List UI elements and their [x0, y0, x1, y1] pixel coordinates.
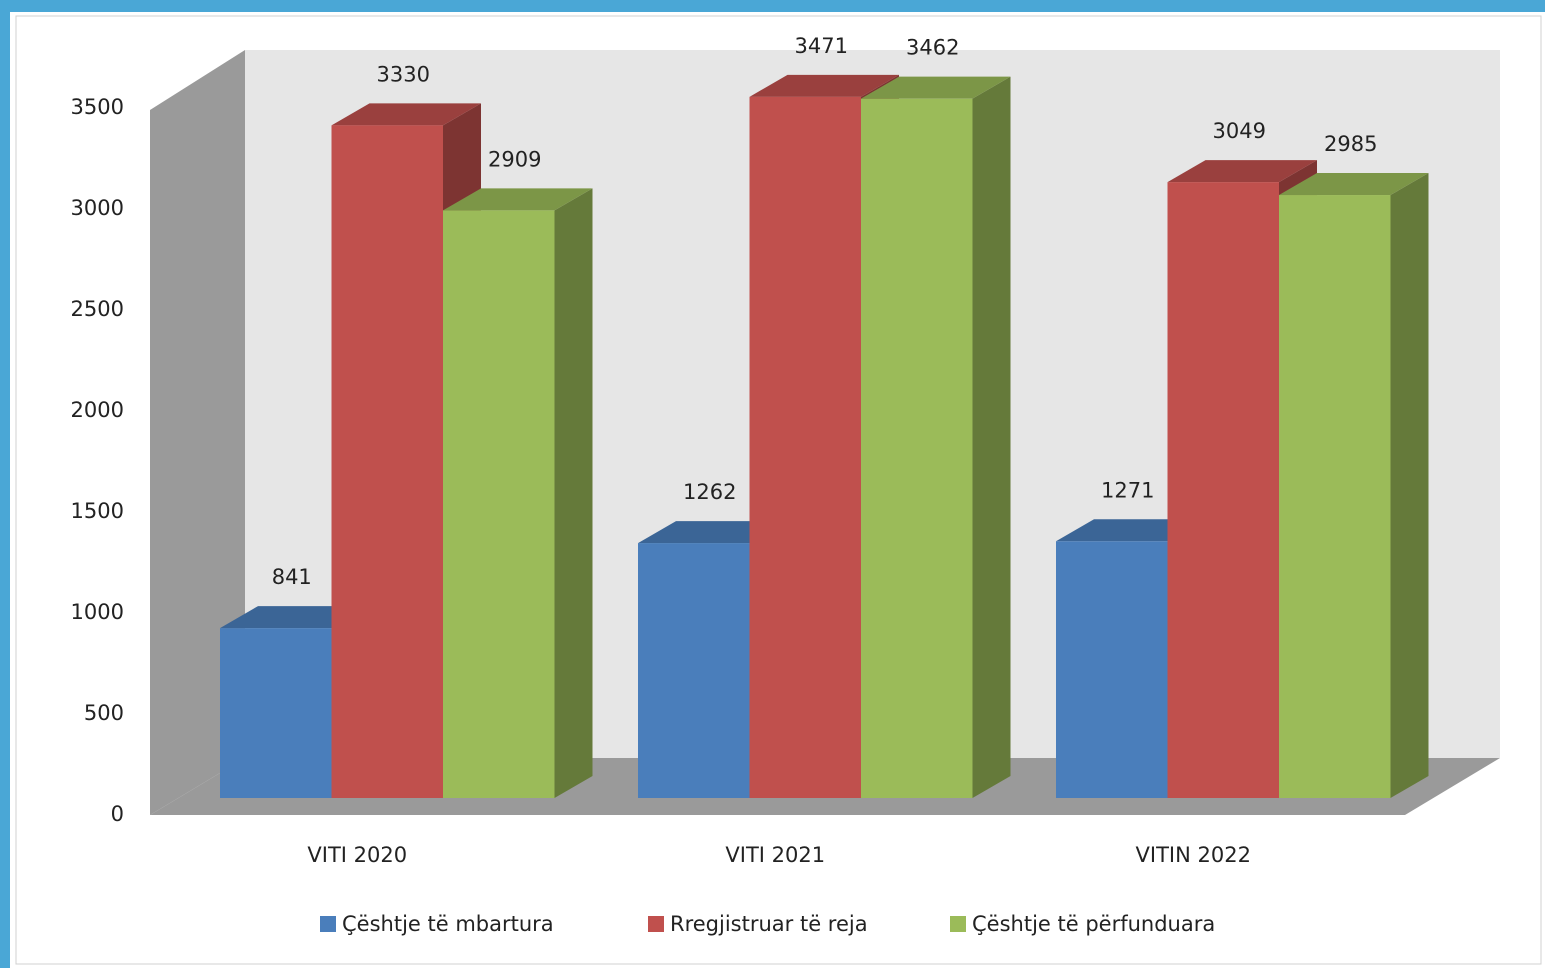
- bar: [1167, 182, 1279, 799]
- data-label: 3462: [906, 36, 959, 60]
- bar: [749, 96, 861, 798]
- bar-top: [331, 103, 481, 126]
- x-tick-label: VITI 2020: [307, 843, 407, 867]
- y-tick-label: 0: [111, 802, 124, 826]
- bar: [638, 543, 750, 798]
- bar: [1279, 195, 1391, 798]
- legend-label: Rregjistruar të reja: [670, 912, 868, 936]
- legend-swatch: [648, 916, 664, 932]
- data-label: 3049: [1213, 119, 1266, 143]
- bar-top: [443, 188, 593, 211]
- y-tick-label: 3500: [71, 95, 124, 119]
- y-tick-label: 3000: [71, 196, 124, 220]
- legend-label: Çështje të përfunduara: [972, 912, 1215, 936]
- data-label: 841: [272, 565, 312, 589]
- bar-side: [1390, 173, 1429, 798]
- bar-side: [554, 188, 593, 798]
- y-tick-label: 1500: [71, 499, 124, 523]
- bar: [220, 628, 332, 798]
- bar: [861, 98, 973, 798]
- bar-side: [972, 76, 1011, 798]
- data-label: 3330: [377, 62, 430, 86]
- y-tick-label: 2000: [71, 398, 124, 422]
- legend-label: Çështje të mbartura: [342, 912, 554, 936]
- data-label: 3471: [795, 34, 848, 58]
- bar: [1056, 541, 1168, 798]
- legend-swatch: [320, 916, 336, 932]
- y-tick-label: 2500: [71, 297, 124, 321]
- data-label: 2909: [488, 147, 541, 171]
- y-tick-label: 1000: [71, 600, 124, 624]
- legend-swatch: [950, 916, 966, 932]
- side-wall: [150, 50, 245, 815]
- y-tick-label: 500: [84, 701, 124, 725]
- plot-border: [15, 15, 1542, 965]
- bar-top: [749, 74, 899, 97]
- data-label: 1262: [683, 480, 736, 504]
- x-tick-label: VITIN 2022: [1136, 843, 1251, 867]
- bar-top: [1167, 160, 1317, 183]
- data-label: 2985: [1324, 132, 1377, 156]
- bar: [443, 210, 555, 798]
- bar: [331, 125, 443, 799]
- bar-top: [861, 76, 1011, 99]
- x-tick-label: VITI 2021: [725, 843, 825, 867]
- data-label: 1271: [1101, 478, 1154, 502]
- bar-top: [1279, 173, 1429, 196]
